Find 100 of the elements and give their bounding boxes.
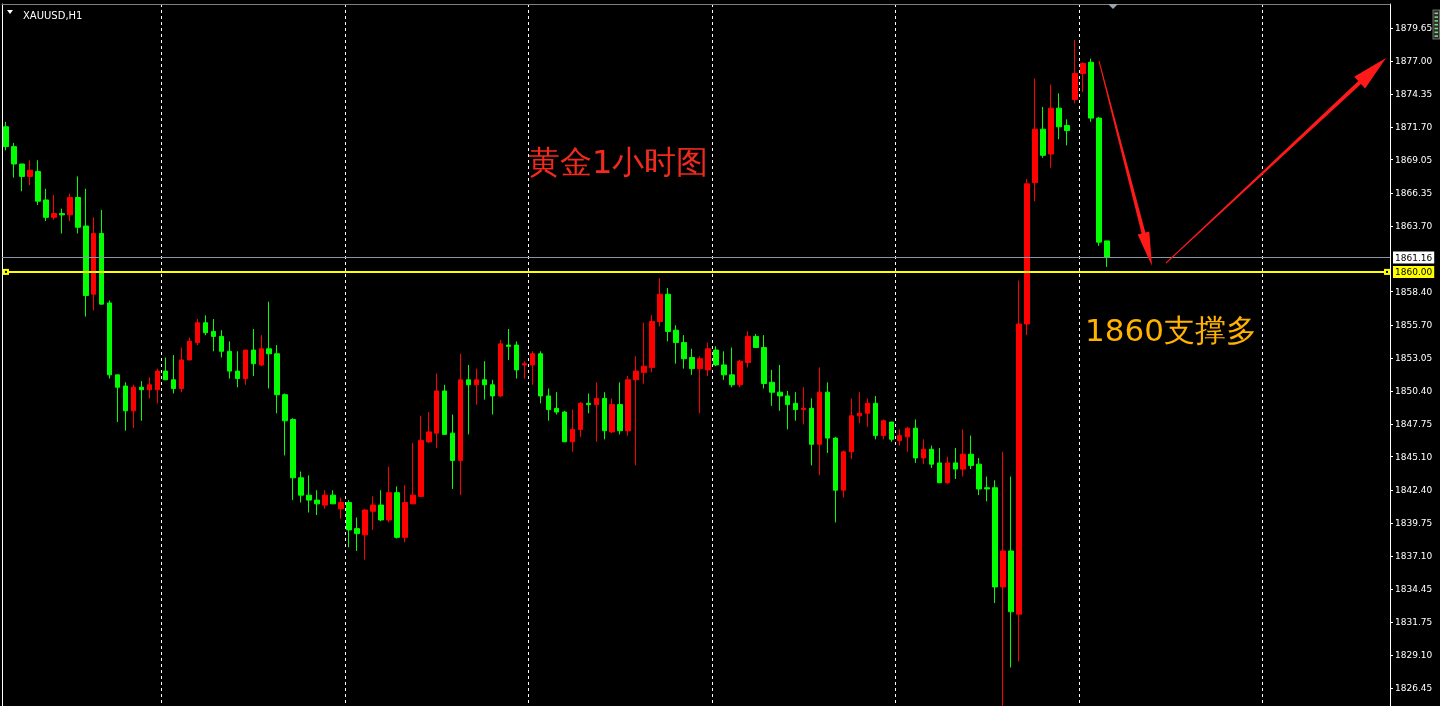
candlestick — [641, 322, 647, 385]
candlestick — [498, 339, 503, 398]
candlestick — [147, 376, 152, 399]
candlestick — [298, 471, 304, 504]
candlestick — [171, 354, 176, 394]
candlestick — [386, 466, 392, 523]
candlestick — [809, 397, 814, 466]
candlestick — [394, 485, 400, 540]
candlestick — [562, 410, 567, 443]
candlestick — [992, 479, 998, 604]
candlestick — [274, 344, 280, 414]
candlestick — [3, 121, 9, 151]
candlestick — [522, 360, 527, 380]
y-tick-label: 1869.05 — [1395, 154, 1433, 165]
candlestick — [83, 188, 89, 318]
candlestick — [1072, 39, 1078, 104]
candlestick — [378, 489, 384, 522]
candlestick — [705, 342, 711, 377]
candlestick — [753, 333, 759, 349]
candlestick — [586, 392, 591, 414]
candlestick — [865, 397, 870, 428]
candlestick — [945, 456, 950, 485]
candlestick — [673, 324, 679, 365]
y-tick-label: 1839.75 — [1395, 518, 1433, 529]
candlestick — [490, 379, 495, 416]
candlestick — [187, 337, 192, 361]
candlestick — [713, 345, 719, 367]
candlestick — [243, 349, 248, 386]
candlestick — [897, 428, 902, 447]
candlestick — [609, 397, 615, 434]
candlestick — [1024, 178, 1030, 336]
candlestick — [450, 414, 455, 490]
candlestick — [410, 442, 416, 505]
candlestick — [514, 340, 519, 380]
candlestick — [251, 328, 256, 377]
candlestick — [633, 355, 639, 466]
y-tick-label: 1866.35 — [1395, 188, 1433, 199]
candlestick — [474, 368, 479, 406]
candlestick — [370, 495, 376, 531]
candlestick — [43, 188, 49, 222]
candlestick — [817, 366, 822, 476]
candlestick — [466, 364, 471, 435]
candlestick — [99, 209, 104, 305]
candlestick — [905, 426, 910, 453]
candlestick — [27, 159, 33, 186]
candlestick — [825, 381, 830, 454]
candlestick — [984, 476, 990, 502]
candlestick — [841, 450, 846, 499]
candlestick — [219, 329, 224, 358]
candlestick — [976, 457, 982, 496]
candlestick — [282, 392, 288, 456]
y-tick-label: 1874.35 — [1395, 88, 1433, 99]
candlestick — [681, 334, 687, 370]
ref-line-label: 1860.00 — [1395, 266, 1433, 277]
candlestick — [426, 411, 432, 444]
candlestick — [538, 350, 543, 404]
candlestick — [1040, 106, 1046, 159]
candlestick — [330, 489, 336, 505]
candlestick — [960, 428, 966, 478]
candlestick — [833, 436, 838, 523]
candlestick — [139, 380, 144, 422]
candlestick — [11, 142, 17, 179]
candlestick — [602, 391, 607, 440]
y-tick-label: 1845.10 — [1395, 451, 1433, 462]
y-tick-label: 1863.70 — [1395, 221, 1433, 232]
annotation: 黄金1小时图 — [528, 143, 709, 181]
candlestick — [115, 374, 120, 423]
candlestick — [689, 348, 695, 376]
candlestick — [721, 350, 727, 381]
candlestick — [745, 330, 751, 368]
y-tick-label: 1855.70 — [1395, 320, 1433, 331]
y-tick-label: 1842.40 — [1395, 485, 1433, 496]
candlestick — [793, 391, 798, 422]
candlestick — [921, 438, 926, 465]
candlestick — [953, 447, 958, 480]
candlestick — [1000, 451, 1006, 706]
candlestick — [179, 347, 184, 393]
candlestick — [761, 334, 767, 389]
candlestick — [203, 314, 208, 336]
candlestick — [665, 287, 671, 342]
candlestick — [75, 175, 81, 234]
candlestick — [649, 314, 655, 373]
candlestick — [801, 386, 806, 425]
candlestick — [657, 277, 663, 327]
candlestick — [458, 353, 463, 496]
candlestick — [913, 418, 918, 464]
candlestick — [322, 489, 328, 510]
y-tick-label: 1829.10 — [1395, 650, 1433, 661]
candlestick — [442, 384, 447, 435]
candlestick — [59, 208, 65, 234]
candlestick — [362, 508, 368, 561]
candlestick — [227, 340, 232, 380]
y-tick-label: 1831.75 — [1395, 617, 1433, 628]
candlestick — [418, 415, 424, 497]
candlestick — [594, 381, 599, 443]
candlestick — [35, 159, 41, 206]
y-tick-label: 1879.65 — [1395, 23, 1433, 34]
candlestick — [530, 350, 535, 386]
candlestick — [131, 384, 136, 429]
candlestick — [1096, 116, 1102, 247]
